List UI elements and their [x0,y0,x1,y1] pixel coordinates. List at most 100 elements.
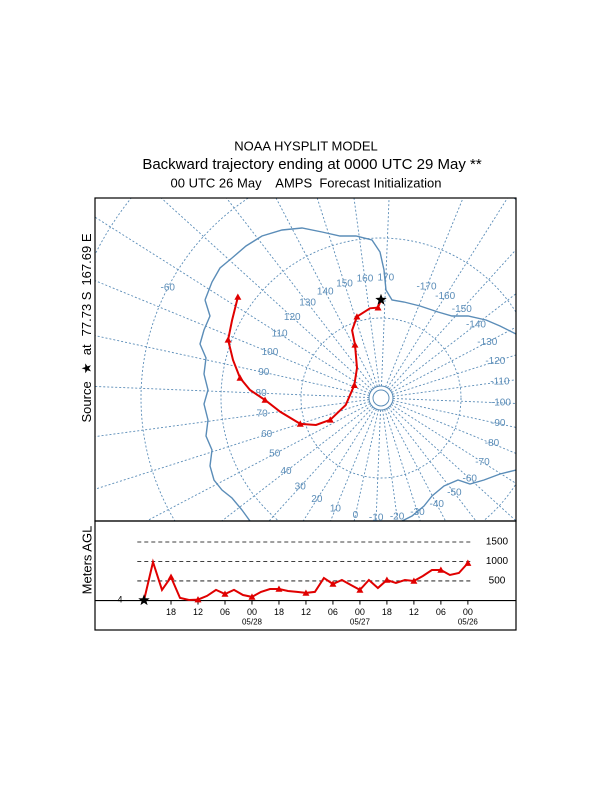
start-height-label: 4 [118,595,123,605]
x-date-label: 05/26 [458,618,479,627]
latitude-circle [300,317,462,479]
meridian [95,335,370,396]
longitude-label: -90 [491,418,506,429]
meridian [95,280,371,394]
x-tick-label: 00 [355,607,365,617]
meridian [353,409,379,521]
longitude-label: -10 [369,513,384,524]
height-marker [248,593,256,600]
subtitle: Backward trajectory ending at 0000 UTC 2… [142,156,481,173]
meridian [392,379,516,397]
meridian [381,198,390,387]
title: NOAA HYSPLIT MODEL [234,138,378,153]
longitude-label: 80 [256,388,268,399]
meridian [302,407,375,521]
height-marker [383,576,391,583]
trajectory-marker [236,374,244,381]
meridian [391,326,516,393]
height-marker [464,559,472,566]
trajectory-marker [296,420,304,427]
longitude-label: -170 [417,282,437,293]
meridian [389,405,516,521]
source-lat: 77.73 S [79,291,94,336]
trajectory-marker [326,416,334,423]
meridian [95,216,372,392]
source-lon: 167.69 E [79,233,94,285]
meridian [392,354,516,395]
coastline [199,227,516,521]
meridian [382,409,399,521]
height-marker [329,580,337,587]
meridian [391,402,516,454]
meridian [145,403,371,521]
source-text: Source ★ at [79,344,94,423]
height-frame [94,520,517,631]
meridian [390,404,516,484]
trajectory-marker [234,293,242,300]
trajectory-marker [224,336,232,343]
meridian [225,198,375,389]
longitude-label: -40 [430,499,445,510]
x-tick-label: 12 [193,607,203,617]
trajectory-marker [350,381,358,388]
longitude-label: -150 [452,304,472,315]
longitude-label: 20 [311,494,323,505]
longitude-label: 160 [357,274,374,285]
x-date-label: 05/27 [350,618,371,627]
x-tick-label: 06 [220,607,230,617]
caption: 00 UTC 26 May AMPS Forecast Initializati… [171,175,442,190]
longitude-label: -30 [410,507,425,518]
meridian [160,198,373,391]
height-marker [356,586,364,593]
longitude-label: 70 [257,409,269,420]
y-axis-label: Meters AGL [79,526,94,595]
longitude-label: 130 [299,298,316,309]
meridian [95,399,370,438]
longitude-label: -70 [475,457,490,468]
longitude-label: -60 [463,473,478,484]
x-tick-label: 06 [436,607,446,617]
height-marker [410,577,418,584]
longitude-label: -50 [447,488,462,499]
longitude-label: 110 [272,329,288,340]
trajectory-marker [351,341,359,348]
y-tick-label: 1000 [486,556,509,567]
map-frame [94,197,517,522]
x-tick-label: 18 [166,607,176,617]
y-tick-label: 1500 [486,537,509,548]
longitude-label: -110 [490,377,510,388]
meridian [316,198,378,387]
longitude-label: -100 [491,397,511,408]
meridian [95,386,370,398]
x-tick-label: 12 [301,607,311,617]
longitude-label: 170 [377,273,394,284]
trajectory-marker [374,304,382,311]
meridian [95,401,370,490]
height-marker [167,573,175,580]
source-label: Source ★ at 77.73 S 167.69 E [79,233,94,422]
x-tick-label: 00 [247,607,257,617]
x-tick-label: 06 [328,607,338,617]
longitude-label: -80 [485,438,500,449]
source-star [375,293,387,305]
latitude-circle [95,198,132,256]
latitude-label: -60 [161,283,176,294]
latitude-circle [140,198,516,521]
longitude-label: 50 [269,448,281,459]
meridian [387,407,477,521]
height-marker [275,585,283,592]
longitude-label: 100 [262,347,279,358]
longitude-label: -20 [390,512,405,523]
longitude-label: 120 [284,312,301,323]
meridian [384,409,421,521]
latitude-circle [220,237,516,521]
meridian [386,408,447,521]
longitude-label: 150 [336,278,353,289]
y-tick-label: 500 [489,576,506,587]
longitude-label: -120 [485,356,505,367]
trajectory-marker [353,313,361,320]
meridian [353,198,380,387]
x-tick-label: 18 [274,607,284,617]
